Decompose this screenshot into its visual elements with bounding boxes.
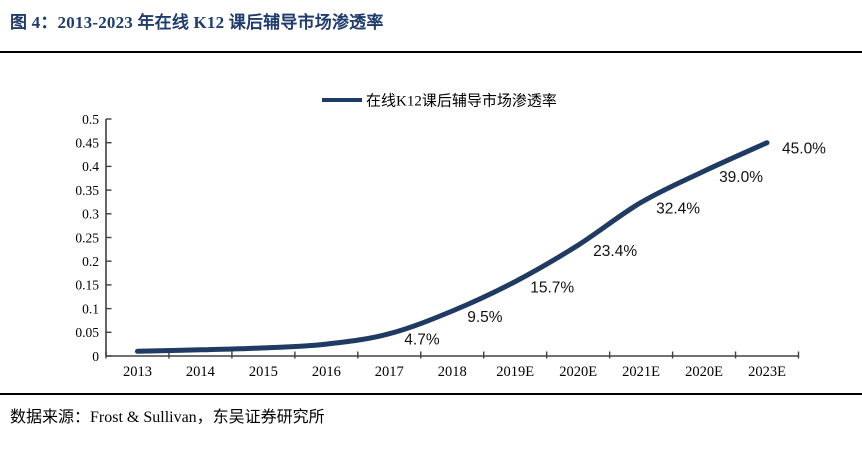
penetration-rate-line [134, 140, 770, 354]
data-label: 23.4% [593, 243, 637, 260]
x-axis-label: 2015 [249, 364, 278, 380]
x-axis-label: 2013 [123, 364, 152, 380]
source-note: 数据来源：Frost & Sullivan，东吴证券研究所 [10, 409, 325, 426]
y-tick-label: 0.15 [75, 278, 99, 293]
y-tick-label: 0 [92, 349, 99, 364]
y-tick-label: 0.05 [75, 325, 99, 340]
y-tick-label: 0.25 [75, 230, 99, 245]
y-tick-label: 0.4 [82, 159, 99, 174]
y-tick-label: 0.35 [75, 183, 99, 198]
x-axis-label: 2020E [685, 364, 723, 380]
y-tick-label: 0.2 [82, 254, 99, 269]
x-axis-label: 2017 [375, 364, 404, 380]
data-label: 39.0% [719, 169, 763, 186]
figure-title: 图 4：2013-2023 年在线 K12 课后辅导市场渗透率 [10, 13, 384, 32]
x-axis-label: 2016 [312, 364, 341, 380]
title-divider [0, 51, 862, 53]
x-axis-label: 2020E [559, 364, 597, 380]
y-tick-label: 0.5 [82, 112, 99, 127]
data-label: 45.0% [782, 141, 826, 158]
data-label: 9.5% [467, 309, 503, 326]
chart-axes: 0 0.05 0.1 0.15 0.2 0.25 0.3 0.35 0.4 0.45 0.5 2013… [75, 112, 800, 380]
x-axis-label: 2021E [622, 364, 660, 380]
x-axis-label: 2014 [186, 364, 216, 380]
y-tick-label: 0.45 [75, 136, 99, 151]
line-chart: 在线K12课后辅导市场渗透率 0 0.05 0.1 0.15 0.2 0.25 0.3 0.3… [75, 93, 826, 381]
chart-legend: 在线K12课后辅导市场渗透率 [322, 93, 557, 110]
y-tick-label: 0.1 [82, 301, 99, 316]
x-axis-label: 2018 [438, 364, 467, 380]
source-divider [0, 393, 862, 395]
x-axis-label: 2023E [748, 364, 786, 380]
data-label: 15.7% [530, 280, 574, 297]
legend-label: 在线K12课后辅导市场渗透率 [366, 93, 557, 110]
data-label: 32.4% [656, 200, 700, 217]
x-axis-label: 2019E [496, 364, 534, 380]
chart-data-labels: 4.7% 9.5% 15.7% 23.4% 32.4% 39.0% 45.0% [404, 141, 826, 349]
y-tick-label: 0.3 [82, 207, 99, 222]
chart-series [134, 140, 770, 354]
data-label: 4.7% [404, 332, 440, 349]
